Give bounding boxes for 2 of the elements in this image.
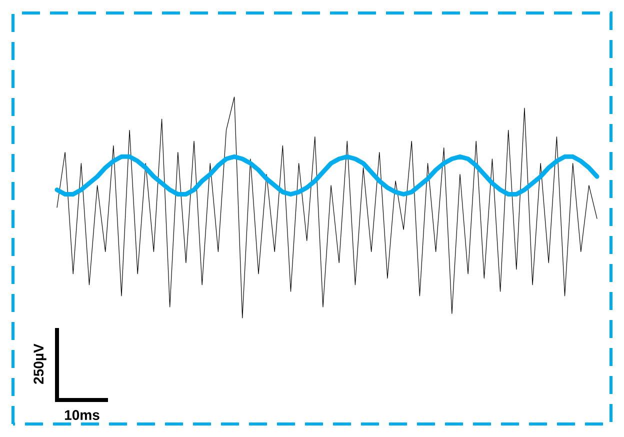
text: 10ms xyxy=(64,410,100,420)
text: 250µV xyxy=(34,344,46,384)
